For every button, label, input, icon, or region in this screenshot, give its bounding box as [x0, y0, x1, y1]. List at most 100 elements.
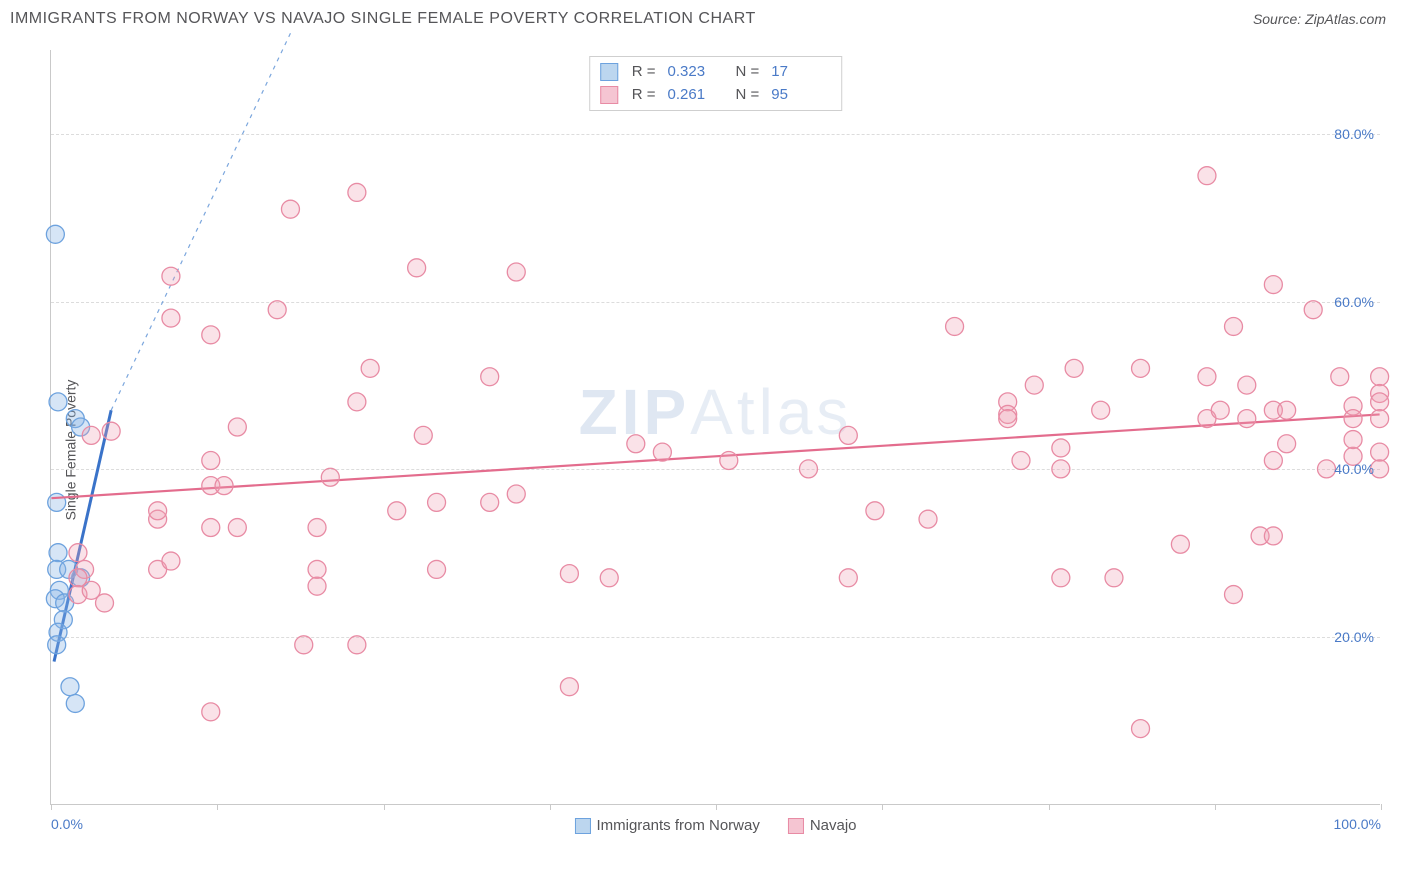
x-tick [1049, 804, 1050, 810]
stat-r-label: R = [632, 61, 656, 84]
stat-n-value: 95 [771, 84, 819, 107]
data-point [1052, 569, 1070, 587]
data-point [1264, 276, 1282, 294]
data-point [507, 485, 525, 503]
stat-n-label: N = [736, 84, 760, 107]
data-point [1304, 301, 1322, 319]
data-point [414, 426, 432, 444]
source-label: Source: ZipAtlas.com [1253, 11, 1386, 27]
data-point [361, 359, 379, 377]
data-point [1105, 569, 1123, 587]
data-point [1132, 720, 1150, 738]
legend-label: Navajo [810, 817, 857, 834]
data-point [1371, 393, 1389, 411]
data-point [560, 678, 578, 696]
data-point [720, 452, 738, 470]
x-tick [1381, 804, 1382, 810]
data-point [388, 502, 406, 520]
legend-item: Navajo [788, 817, 857, 834]
y-tick-label: 80.0% [1334, 126, 1374, 142]
data-point [49, 544, 67, 562]
data-point [839, 426, 857, 444]
data-point [348, 183, 366, 201]
data-point [1264, 452, 1282, 470]
data-point [799, 460, 817, 478]
series-swatch [788, 818, 804, 834]
data-point [1052, 439, 1070, 457]
x-tick [51, 804, 52, 810]
stat-r-value: 0.323 [668, 61, 716, 84]
data-point [82, 426, 100, 444]
data-point [1371, 368, 1389, 386]
data-point [162, 309, 180, 327]
x-tick [716, 804, 717, 810]
series-swatch [600, 63, 618, 81]
data-point [308, 577, 326, 595]
data-point [1198, 167, 1216, 185]
data-point [481, 368, 499, 386]
data-point [46, 225, 64, 243]
data-point [321, 468, 339, 486]
data-point [228, 519, 246, 537]
data-point [215, 477, 233, 495]
series-swatch [600, 86, 618, 104]
data-point [1238, 376, 1256, 394]
data-point [1025, 376, 1043, 394]
data-point [48, 493, 66, 511]
data-point [507, 263, 525, 281]
data-point [1278, 401, 1296, 419]
data-point [627, 435, 645, 453]
chart-title: IMMIGRANTS FROM NORWAY VS NAVAJO SINGLE … [10, 10, 756, 28]
x-tick [550, 804, 551, 810]
data-point [1344, 431, 1362, 449]
data-point [49, 393, 67, 411]
data-point [481, 493, 499, 511]
data-point [162, 552, 180, 570]
data-point [839, 569, 857, 587]
data-point [1132, 359, 1150, 377]
stat-r-label: R = [632, 84, 656, 107]
y-tick-label: 60.0% [1334, 294, 1374, 310]
data-point [1012, 452, 1030, 470]
x-tick-label: 100.0% [1334, 816, 1381, 832]
data-point [1331, 368, 1349, 386]
trend-line-extrapolated [111, 33, 290, 410]
data-point [653, 443, 671, 461]
stat-r-value: 0.261 [668, 84, 716, 107]
x-tick [384, 804, 385, 810]
data-point [999, 410, 1017, 428]
stats-row: R = 0.261 N = 95 [600, 84, 832, 107]
stats-row: R =0.323N =17 [600, 61, 832, 84]
data-point [268, 301, 286, 319]
data-point [1198, 368, 1216, 386]
stats-legend-box: R = 0.323 N = 17R = 0.261 N = 95 [589, 56, 843, 111]
data-point [946, 317, 964, 335]
data-point [1278, 435, 1296, 453]
data-point [1171, 535, 1189, 553]
data-point [919, 510, 937, 528]
data-point [1238, 410, 1256, 428]
legend-label: Immigrants from Norway [596, 817, 759, 834]
y-tick-label: 20.0% [1334, 629, 1374, 645]
data-point [162, 267, 180, 285]
series-swatch [574, 818, 590, 834]
data-point [348, 636, 366, 654]
data-point [348, 393, 366, 411]
data-point [428, 560, 446, 578]
x-tick-label: 0.0% [51, 816, 83, 832]
data-point [1225, 586, 1243, 604]
data-point [96, 594, 114, 612]
data-point [69, 544, 87, 562]
data-point [1052, 460, 1070, 478]
x-tick [1215, 804, 1216, 810]
x-tick [217, 804, 218, 810]
data-point [102, 422, 120, 440]
data-point [1344, 410, 1362, 428]
data-point [1065, 359, 1083, 377]
legend-item: Immigrants from Norway [574, 817, 759, 834]
chart-container: Single Female Poverty ZIPAtlas R =0.323N… [10, 50, 1396, 850]
stat-n-value: 17 [771, 61, 819, 84]
data-point [202, 703, 220, 721]
data-point [600, 569, 618, 587]
data-point [866, 502, 884, 520]
